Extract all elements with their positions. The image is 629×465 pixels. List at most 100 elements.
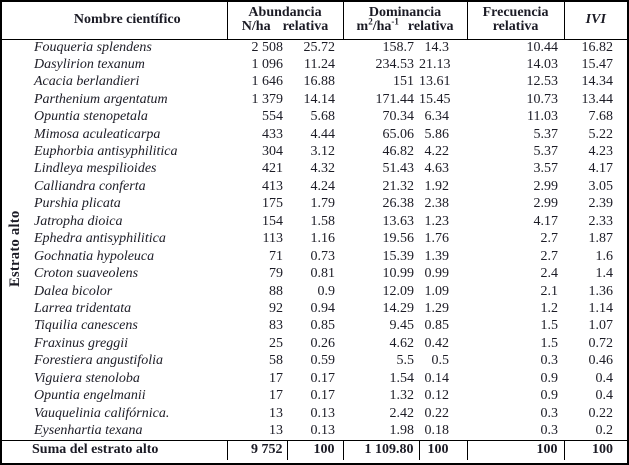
m2-ha-value: 21.32 [382,178,415,194]
species-row: Purshia plicata 175 1.79 26.38 2.38 2.99 2.39 [2,196,627,213]
dominancia-relativa-value: 14.3 [424,39,450,55]
unit-base: m [356,19,369,35]
m2-ha-value: 158.7 [382,39,415,55]
table-footer: Suma del estrato alto 9 752 100 1 109.80… [2,439,627,461]
abundancia-relativa-value: 0.13 [310,405,336,421]
m2-ha-value: 12.09 [382,283,415,299]
total-frecuencia: 100 [467,439,565,461]
n-ha-value: 413 [262,178,283,194]
column-header-dominancia: Dominancia m2/ha-1 relativa [343,2,468,40]
ivi-value: 1.36 [588,283,614,299]
abundancia-relativa-value: 0.9 [317,283,336,299]
m2-ha-value: 46.82 [382,144,415,159]
table-body: Fouqueria splendens 2 508 25.72 158.7 14.3 10… [2,39,627,440]
frecuencia-value: 0.9 [540,370,559,386]
abundancia-relativa-value: 16.88 [303,74,336,90]
species-row: Lindleya mespilioides 421 4.32 51.43 4.63 3.5… [2,161,627,178]
dominancia-relativa-value: 4.63 [424,161,450,177]
frecuencia-sub: relativa [492,19,539,35]
m2-ha-value: 19.56 [382,231,415,247]
dominancia-relativa-value: 1.39 [424,248,450,264]
column-header-ivi: IVI [564,2,627,40]
species-name: Croton suaveolens [34,266,139,282]
n-ha-value: 83 [269,318,283,334]
dominancia-relativa-value: 1.09 [424,283,450,299]
abundancia-subheaders: N/ha relativa [228,20,343,35]
abundancia-relativa-value: 0.13 [310,422,336,438]
ivi-value: 16.82 [581,39,614,55]
abundancia-relativa-value: 14.14 [303,91,336,107]
abundancia-relativa-value: 0.85 [310,318,336,334]
species-row: Acacia berlandieri 1 646 16.88 151 13.61 12.5… [2,74,627,91]
ivi-value: 5.22 [588,126,614,142]
n-ha-value: 154 [262,213,283,229]
frecuencia-value: 4.17 [533,213,559,229]
dominancia-subheaders: m2/ha-1 relativa [344,17,467,35]
stratum-group-label: Estrato alto [7,210,23,288]
abundancia-relativa-value: 0.73 [310,248,336,264]
dominancia-relativa-value: 1.29 [424,300,450,316]
n-ha-value: 13 [269,405,283,421]
species-name: Vauquelinia califórnica. [34,405,170,421]
species-row: Dalea bicolor 88 0.9 12.09 1.09 2.1 1.36 [2,283,627,300]
frecuencia-value: 1.5 [540,335,559,351]
table-header: Nombre científico Abundancia N/ha relati… [2,2,627,40]
subheader-dominancia-relativa: relativa [407,19,454,35]
abundancia-relativa-value: 4.24 [310,178,336,194]
m2-ha-value: 65.06 [382,126,415,142]
species-row: Mimosa aculeaticarpa 433 4.44 65.06 5.86 5.37… [2,126,627,143]
m2-ha-value: 15.39 [382,248,415,264]
species-name: Mimosa aculeaticarpa [34,126,161,142]
m2-ha-value: 1.98 [389,422,415,438]
frecuencia-title: Frecuencia [482,4,549,20]
abundancia-relativa-value: 1.58 [310,213,336,229]
m2-ha-value: 1.32 [389,388,415,404]
abundancia-relativa-value: 0.17 [310,388,336,404]
abundancia-relativa-value: 4.44 [310,126,336,142]
species-name: Calliandra conferta [34,178,146,194]
frecuencia-value: 2.7 [540,231,559,247]
n-ha-value: 304 [262,144,283,159]
m2-ha-value: 4.62 [389,335,415,351]
dominancia-relativa-value: 1.76 [424,231,450,247]
ivi-value: 0.46 [588,353,614,369]
ivi-value: 0.2 [595,422,614,438]
species-row: Jatropha dioica 154 1.58 13.63 1.23 4.17 2.33 [2,213,627,230]
abundancia-relativa-value: 0.59 [310,353,336,369]
abundancia-relativa-value: 4.32 [310,161,336,177]
dominancia-relativa-value: 1.23 [424,213,450,229]
frecuencia-value: 1.2 [540,300,559,316]
frecuencia-value: 12.53 [526,74,559,90]
dominancia-relativa-value: 0.12 [424,388,450,404]
species-row: Eysenhartia texana 13 0.13 1.98 0.18 0.3 0.2 [2,423,627,440]
n-ha-value: 1 379 [251,91,284,107]
total-row: Suma del estrato alto 9 752 100 1 109.80… [2,439,627,461]
frecuencia-value: 2.1 [540,283,559,299]
m2-ha-value: 9.45 [389,318,415,334]
dominancia-relativa-value: 15.45 [419,91,451,107]
species-name: Tiquilia canescens [34,318,138,334]
ivi-value: 14.34 [581,74,614,90]
n-ha-value: 79 [269,266,283,282]
n-ha-value: 13 [269,422,283,438]
n-ha-value: 113 [262,231,283,247]
ivi-value: 2.33 [588,213,614,229]
m2-ha-value: 2.42 [389,405,415,421]
n-ha-value: 71 [269,248,283,264]
abundancia-relativa-value: 0.81 [310,266,336,282]
header-row: Nombre científico Abundancia N/ha relati… [2,2,627,40]
ivi-value: 13.44 [581,91,614,107]
frecuencia-value: 0.3 [540,422,559,438]
dominancia-relativa-value: 4.22 [424,144,450,159]
frecuencia-value: 2.4 [540,266,559,282]
dominancia-relativa-value: 5.86 [424,126,450,142]
species-row: Gochnatia hypoleuca 71 0.73 15.39 1.39 2.7 1.6 [2,248,627,265]
ivi-value: 1.07 [588,318,614,334]
species-row: Croton suaveolens 79 0.81 10.99 0.99 2.4 1.4 [2,266,627,283]
frecuencia-value: 10.44 [526,39,559,55]
n-ha-value: 17 [269,388,283,404]
abundancia-relativa-value: 11.24 [304,56,336,72]
ivi-value: 0.4 [595,370,614,386]
species-row: Opuntia stenopetala 554 5.68 70.34 6.34 11.03… [2,109,627,126]
